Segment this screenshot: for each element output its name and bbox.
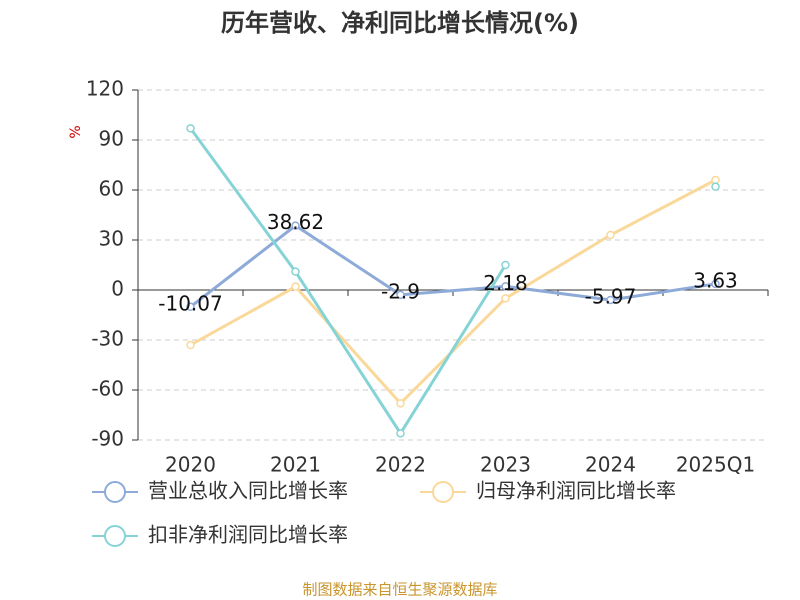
source-note: 制图数据来自恒生聚源数据库 [302, 581, 497, 599]
grid: -90 -60 -30 0 30 60 90 120 2020 2021 2022 2023 2024 2… [86, 77, 769, 477]
x-tick-label: 2024 [585, 453, 636, 477]
data-label: -10.07 [158, 291, 222, 315]
chart-title: 历年营收、净利同比增长情况(%) [221, 9, 579, 37]
data-point [711, 182, 720, 191]
data-point [186, 302, 195, 312]
y-tick-label: -30 [91, 327, 124, 351]
data-point [396, 290, 405, 300]
plot: -10.07 38.62 -2.9 2.18 -5.97 3.63 [158, 125, 738, 437]
series-line [189, 178, 717, 406]
x-tick-label: 2023 [480, 453, 531, 477]
x-tick-label: 2025Q1 [676, 453, 755, 477]
y-tick-label: 0 [111, 277, 124, 301]
data-label: -5.97 [585, 284, 637, 308]
data-point [186, 124, 195, 133]
data-point [291, 282, 300, 291]
legend-marker [432, 481, 454, 503]
x-tick-label: 2020 [165, 453, 216, 477]
data-point [501, 260, 510, 270]
data-label: 3.63 [693, 268, 738, 292]
y-tick-label: 30 [99, 227, 124, 251]
data-point [291, 267, 300, 276]
data-point [396, 399, 405, 408]
series-line [189, 223, 716, 308]
y-tick-label: 120 [86, 77, 124, 101]
x-tick-label: 2021 [270, 453, 321, 477]
y-tick-label: 90 [99, 127, 124, 151]
data-point [501, 282, 510, 291]
y-tick-label: 60 [99, 177, 124, 201]
data-point [396, 429, 405, 438]
data-point [186, 340, 195, 350]
data-point [501, 294, 510, 303]
y-axis-label: % [68, 125, 84, 138]
data-label: 2.18 [483, 271, 528, 295]
data-point [606, 295, 615, 305]
legend-label: 营业总收入同比增长率 [148, 479, 348, 503]
y-tick-label: -90 [91, 427, 124, 451]
legend-label: 扣非净利润同比增长率 [148, 523, 348, 547]
data-label: -2.9 [381, 279, 420, 303]
data-label: 38.62 [267, 210, 324, 234]
data-point [606, 230, 615, 240]
series-line [191, 128, 716, 433]
x-tick-label: 2022 [375, 453, 426, 477]
data-point [291, 221, 300, 230]
legend-marker [104, 481, 126, 503]
legend-label: 归母净利润同比增长率 [476, 479, 676, 503]
y-tick-label: -60 [91, 377, 124, 401]
data-point [711, 279, 720, 289]
legend-marker [104, 525, 126, 547]
